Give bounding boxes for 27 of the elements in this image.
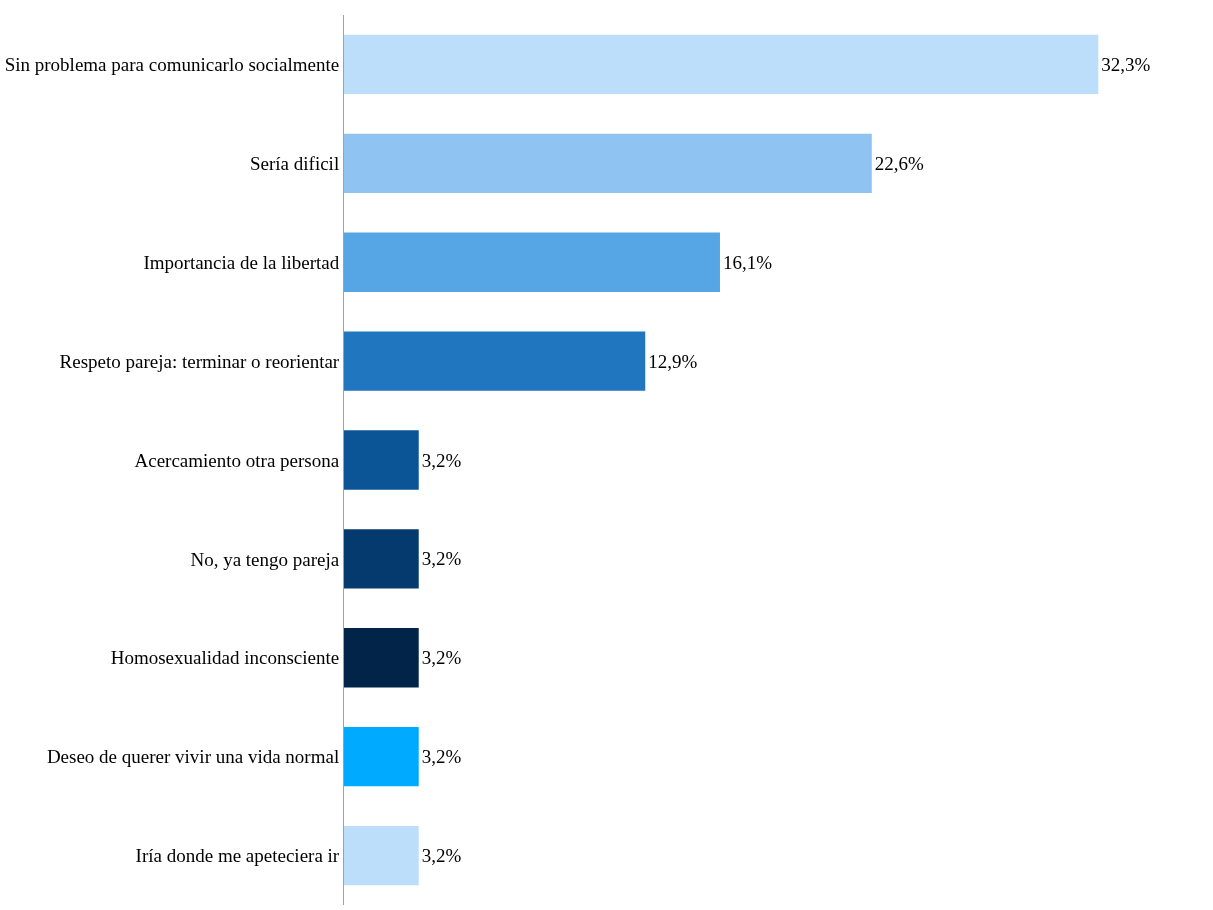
- data-label: 3,2%: [421, 845, 462, 867]
- y-tick-label: Importancia de la libertad: [143, 251, 340, 273]
- bar: [344, 529, 419, 589]
- y-tick-label: Respeto pareja: terminar o reorientar: [59, 350, 340, 372]
- bar: [344, 825, 419, 886]
- y-tick-label: Acercamiento otra persona: [134, 449, 340, 471]
- data-label: 16,1%: [722, 251, 773, 273]
- y-tick-label: No, ya tengo pareja: [190, 548, 340, 570]
- bar: [344, 34, 1099, 95]
- bar: [344, 133, 872, 193]
- bar: [344, 430, 419, 490]
- bar: [344, 232, 720, 292]
- y-tick-label: Sería dificil: [250, 152, 340, 174]
- y-tick-label: Deseo de querer vivir una vida normal: [46, 746, 340, 768]
- data-label: 12,9%: [648, 350, 698, 372]
- y-tick-label: Homosexualidad inconsciente: [110, 647, 340, 669]
- bar: [344, 727, 419, 787]
- data-label: 32,3%: [1101, 53, 1151, 75]
- data-label: 3,2%: [421, 746, 462, 768]
- data-label: 22,6%: [874, 152, 925, 174]
- bar: [344, 628, 419, 688]
- bar: [344, 331, 646, 391]
- y-tick-label: Sin problema para comunicarlo socialmente: [4, 54, 340, 76]
- data-label: 3,2%: [421, 647, 462, 669]
- y-tick-label: Iría donde me apeteciera ir: [135, 845, 340, 867]
- data-label: 3,2%: [421, 449, 462, 471]
- data-label: 3,2%: [421, 548, 462, 570]
